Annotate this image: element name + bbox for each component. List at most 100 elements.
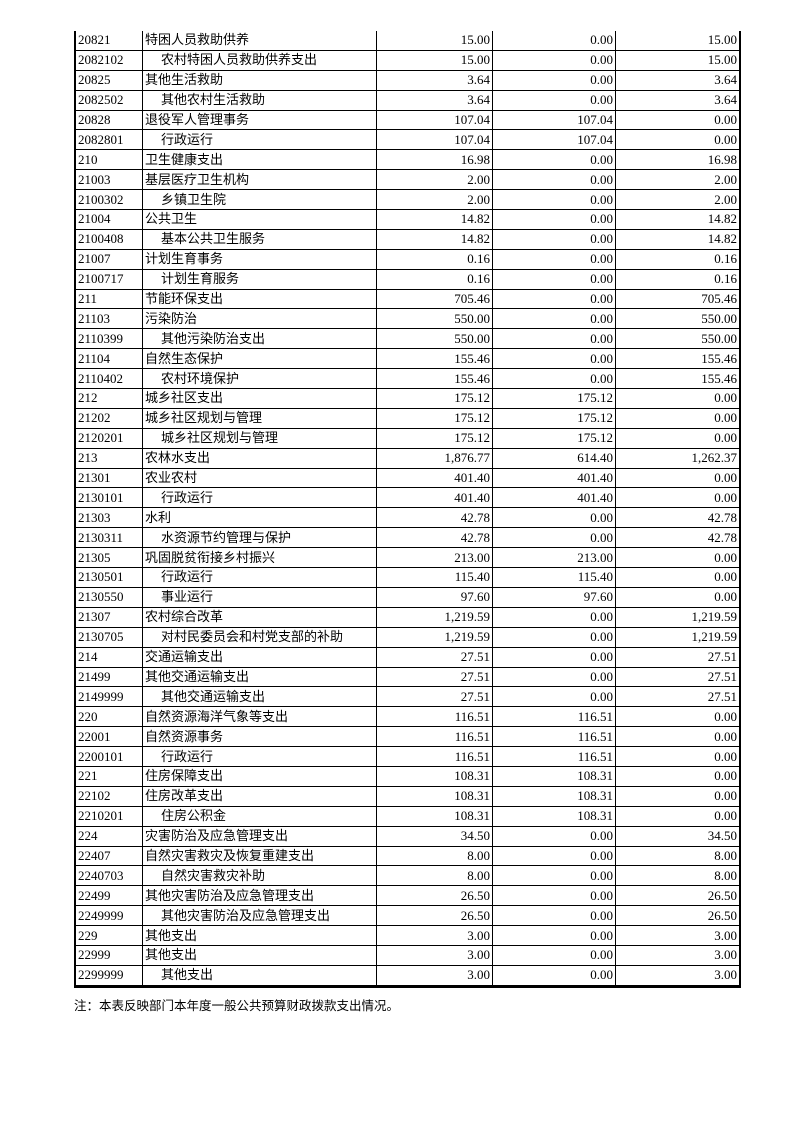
table-row: 2100408 基本公共卫生服务 14.82 0.00 14.82 (74, 228, 741, 250)
project-cell: 3.64 (615, 69, 741, 91)
table-row: 21007 计划生育事务 0.16 0.00 0.16 (74, 248, 741, 270)
project-cell: 1,219.59 (615, 606, 741, 628)
basic-cell: 0.00 (492, 686, 616, 708)
total-cell: 0.16 (376, 268, 493, 290)
basic-cell: 0.00 (492, 169, 616, 191)
name-cell: 自然灾害救灾及恢复重建支出 (142, 845, 377, 867)
basic-cell: 175.12 (492, 427, 616, 449)
basic-cell: 614.40 (492, 447, 616, 469)
table-row: 2082801 行政运行 107.04 107.04 0.00 (74, 129, 741, 151)
name-cell: 行政运行 (142, 746, 377, 767)
name-cell: 其他支出 (142, 944, 377, 966)
code-cell: 22102 (74, 785, 143, 807)
code-cell: 2110399 (74, 328, 143, 350)
name-cell: 其他支出 (142, 925, 377, 946)
basic-cell: 401.40 (492, 467, 616, 489)
name-cell: 基本公共卫生服务 (142, 228, 377, 250)
table-row: 2149999 其他交通运输支出 27.51 0.00 27.51 (74, 686, 741, 708)
total-cell: 42.78 (376, 507, 493, 529)
table-row: 2299999 其他支出 3.00 0.00 3.00 (74, 964, 741, 987)
basic-cell: 175.12 (492, 388, 616, 409)
project-cell: 155.46 (615, 348, 741, 370)
table-row: 21301 农业农村 401.40 401.40 0.00 (74, 467, 741, 489)
basic-cell: 0.00 (492, 825, 616, 847)
basic-cell: 0.00 (492, 189, 616, 211)
code-cell: 2130550 (74, 586, 143, 608)
basic-cell: 0.00 (492, 527, 616, 549)
basic-cell: 0.00 (492, 348, 616, 370)
basic-cell: 0.00 (492, 606, 616, 628)
total-cell: 155.46 (376, 348, 493, 370)
basic-cell: 0.00 (492, 69, 616, 91)
basic-cell: 0.00 (492, 31, 616, 51)
code-cell: 21003 (74, 169, 143, 191)
code-cell: 2110402 (74, 368, 143, 390)
project-cell: 15.00 (615, 31, 741, 51)
project-cell: 27.51 (615, 686, 741, 708)
project-cell: 0.00 (615, 407, 741, 429)
total-cell: 175.12 (376, 407, 493, 429)
total-cell: 3.00 (376, 944, 493, 966)
code-cell: 2240703 (74, 865, 143, 887)
project-cell: 42.78 (615, 527, 741, 549)
table-note: 注：本表反映部门本年度一般公共预算财政拨款支出情况。 (74, 999, 400, 1013)
basic-cell: 0.00 (492, 308, 616, 330)
basic-cell: 0.00 (492, 845, 616, 867)
code-cell: 2149999 (74, 686, 143, 708)
project-cell: 16.98 (615, 149, 741, 171)
code-cell: 2120201 (74, 427, 143, 449)
project-cell: 1,219.59 (615, 626, 741, 648)
code-cell: 221 (74, 765, 143, 787)
total-cell: 3.64 (376, 69, 493, 91)
name-cell: 城乡社区支出 (142, 388, 377, 409)
total-cell: 550.00 (376, 328, 493, 350)
table-row: 20828 退役军人管理事务 107.04 107.04 0.00 (74, 109, 741, 131)
total-cell: 15.00 (376, 49, 493, 71)
basic-cell: 0.00 (492, 885, 616, 907)
table-row: 213 农林水支出 1,876.77 614.40 1,262.37 (74, 447, 741, 469)
total-cell: 1,219.59 (376, 606, 493, 628)
name-cell: 卫生健康支出 (142, 149, 377, 171)
table-row: 21499 其他交通运输支出 27.51 0.00 27.51 (74, 666, 741, 688)
total-cell: 97.60 (376, 586, 493, 608)
project-cell: 0.00 (615, 547, 741, 569)
total-cell: 3.00 (376, 964, 493, 987)
table-row: 2130705 对村民委员会和村党支部的补助 1,219.59 0.00 1,219.5… (74, 626, 741, 648)
basic-cell: 213.00 (492, 547, 616, 569)
table-row: 220 自然资源海洋气象等支出 116.51 116.51 0.00 (74, 706, 741, 728)
name-cell: 城乡社区规划与管理 (142, 427, 377, 449)
project-cell: 15.00 (615, 49, 741, 71)
code-cell: 2130705 (74, 626, 143, 648)
name-cell: 自然生态保护 (142, 348, 377, 370)
project-cell: 0.00 (615, 765, 741, 787)
total-cell: 116.51 (376, 706, 493, 728)
total-cell: 108.31 (376, 785, 493, 807)
basic-cell: 97.60 (492, 586, 616, 608)
table-body: 20821 特困人员救助供养 15.00 0.00 15.00 2082102 农村特困人员… (74, 31, 741, 987)
total-cell: 15.00 (376, 31, 493, 51)
basic-cell: 0.00 (492, 288, 616, 310)
project-cell: 0.00 (615, 487, 741, 509)
project-cell: 0.00 (615, 805, 741, 827)
project-cell: 2.00 (615, 189, 741, 211)
table-row: 21103 污染防治 550.00 0.00 550.00 (74, 308, 741, 330)
code-cell: 21007 (74, 248, 143, 270)
name-cell: 农村环境保护 (142, 368, 377, 390)
basic-cell: 108.31 (492, 765, 616, 787)
table-row: 21003 基层医疗卫生机构 2.00 0.00 2.00 (74, 169, 741, 191)
basic-cell: 0.00 (492, 865, 616, 887)
basic-cell: 0.00 (492, 905, 616, 927)
table-row: 2130311 水资源节约管理与保护 42.78 0.00 42.78 (74, 527, 741, 549)
name-cell: 自然资源海洋气象等支出 (142, 706, 377, 728)
name-cell: 计划生育事务 (142, 248, 377, 270)
total-cell: 34.50 (376, 825, 493, 847)
code-cell: 213 (74, 447, 143, 469)
total-cell: 175.12 (376, 427, 493, 449)
name-cell: 乡镇卫生院 (142, 189, 377, 211)
code-cell: 21305 (74, 547, 143, 569)
table-row: 211 节能环保支出 705.46 0.00 705.46 (74, 288, 741, 310)
table-row: 212 城乡社区支出 175.12 175.12 0.00 (74, 388, 741, 409)
project-cell: 155.46 (615, 368, 741, 390)
code-cell: 2100302 (74, 189, 143, 211)
basic-cell: 0.00 (492, 666, 616, 688)
